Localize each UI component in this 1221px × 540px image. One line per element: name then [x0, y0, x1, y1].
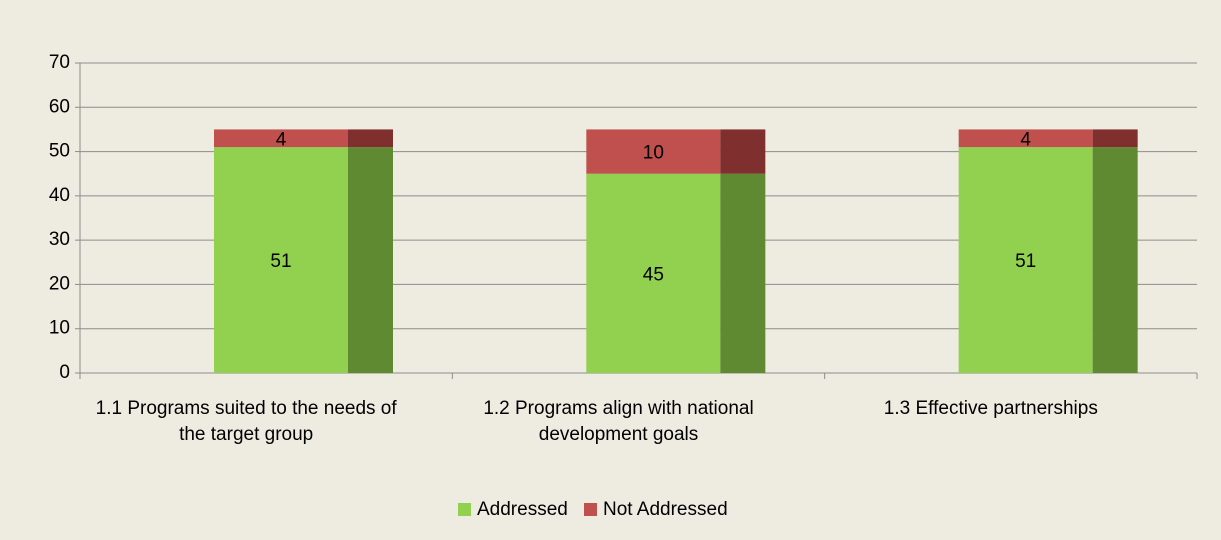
- y-tick-label: 0: [59, 362, 70, 383]
- y-tick-label: 40: [49, 185, 70, 206]
- legend-item: Not Addressed: [584, 499, 728, 521]
- data-label: 51: [1015, 251, 1036, 272]
- y-tick-label: 60: [49, 96, 70, 117]
- x-tick-label: 1.2 Programs align with national develop…: [483, 398, 754, 445]
- data-label: 10: [643, 143, 664, 164]
- data-label: 4: [1020, 129, 1031, 150]
- bar-segment: [214, 129, 348, 148]
- bar-side: [1092, 147, 1138, 373]
- x-tick-label: 1.3 Effective partnerships: [883, 398, 1098, 419]
- data-label: 51: [270, 251, 291, 272]
- bar-side: [720, 173, 766, 373]
- bar-side: [348, 129, 393, 148]
- legend-label: Not Addressed: [603, 499, 728, 520]
- y-tick-label: 10: [49, 318, 70, 339]
- y-tick-label: 50: [49, 141, 70, 162]
- legend-item: Addressed: [458, 499, 568, 521]
- data-label: 4: [276, 129, 287, 150]
- bar-segment: [958, 129, 1093, 148]
- legend-swatch: [584, 503, 597, 516]
- bar-segment: [958, 147, 1093, 373]
- bar-segment: [586, 129, 721, 174]
- legend-swatch: [458, 503, 471, 516]
- bar-segment: [586, 173, 721, 373]
- bar-segment: [214, 147, 348, 373]
- legend-label: Addressed: [477, 499, 568, 520]
- y-tick-label: 20: [49, 273, 70, 294]
- x-tick-label: 1.1 Programs suited to the needs of the …: [95, 398, 397, 445]
- y-tick-label: 70: [49, 52, 70, 73]
- y-tick-label: 30: [49, 229, 70, 250]
- data-label: 45: [643, 264, 664, 285]
- bar-side: [348, 147, 393, 373]
- bar-side: [1092, 129, 1138, 148]
- bar-side: [720, 129, 766, 174]
